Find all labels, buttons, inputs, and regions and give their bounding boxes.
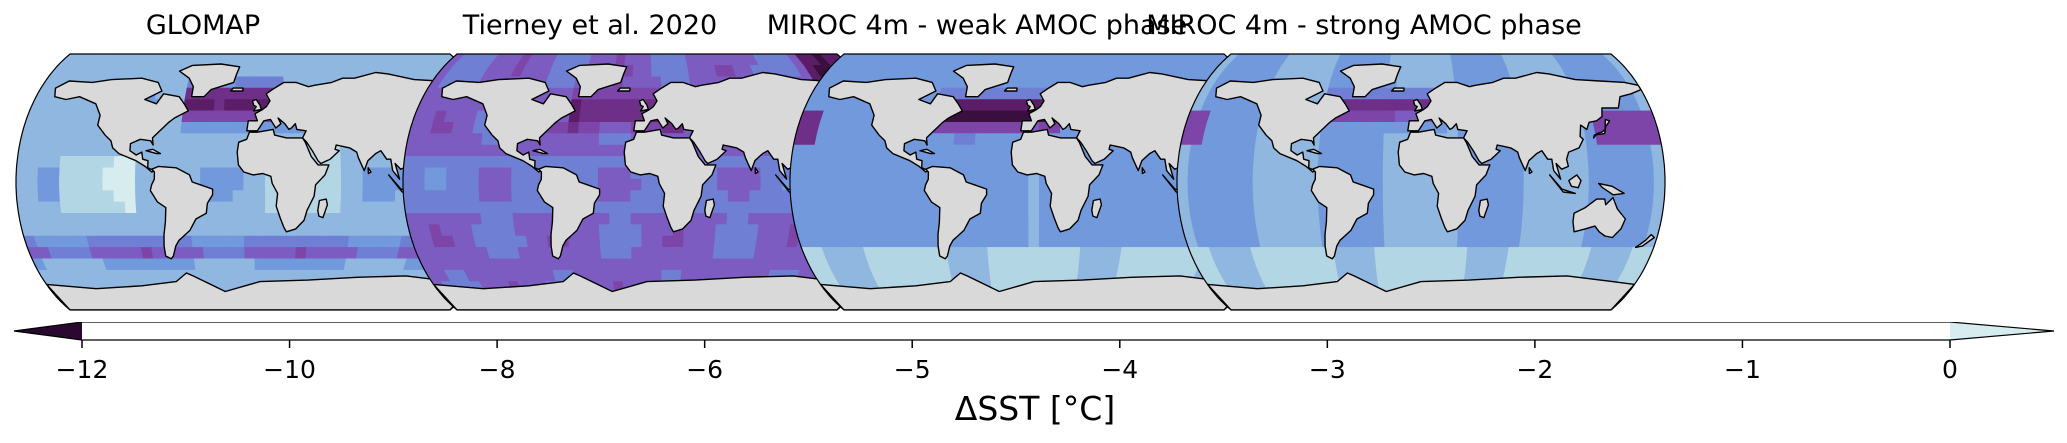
land-north-america xyxy=(1215,77,1350,173)
land-greenland xyxy=(565,63,628,98)
land-iceland xyxy=(616,87,631,92)
land-madagascar xyxy=(704,198,716,219)
map-border xyxy=(1176,53,1666,311)
land-uk xyxy=(638,98,649,112)
colorbar-outline xyxy=(13,322,2055,341)
colorbar-tick-label: −12 xyxy=(56,355,109,384)
land-uk xyxy=(1025,98,1036,112)
land-africa xyxy=(1397,128,1491,233)
land-europe-asia xyxy=(1407,71,1642,180)
land-africa xyxy=(1010,128,1104,233)
land-new-zealand xyxy=(1634,233,1655,249)
land-iceland xyxy=(1390,87,1405,92)
colorbar-tick-label: −8 xyxy=(479,355,516,384)
land-uk xyxy=(251,98,262,112)
land-cuba xyxy=(532,148,549,155)
land-cuba xyxy=(145,148,162,155)
panel-title-miroc-weak: MIROC 4m - weak AMOC phase xyxy=(766,10,1188,41)
land-south-america xyxy=(536,165,601,260)
colorbar-tick-label: −4 xyxy=(1101,355,1138,384)
land-north-america xyxy=(441,77,576,173)
land-greenland xyxy=(178,63,241,98)
panel-title-tierney: Tierney et al. 2020 xyxy=(462,10,718,41)
land-antarctica xyxy=(1206,272,1636,310)
land-madagascar xyxy=(317,198,329,219)
land-south-america xyxy=(1310,165,1375,260)
land-sri-lanka xyxy=(1141,167,1146,175)
land-africa xyxy=(623,128,717,233)
land-japan xyxy=(1592,118,1611,139)
land-south-america xyxy=(923,165,988,260)
land-sri-lanka xyxy=(1528,167,1533,175)
land-cuba xyxy=(1306,148,1323,155)
land-madagascar xyxy=(1091,198,1103,219)
land-south-america xyxy=(149,165,214,260)
land-greenland xyxy=(952,63,1015,98)
panel-title-glomap: GLOMAP xyxy=(145,10,261,41)
land-australia xyxy=(1572,196,1627,239)
colorbar-label: ΔSST [°C] xyxy=(955,389,1115,428)
land-sumatra-java xyxy=(1549,174,1576,195)
colorbar-tick-label: −3 xyxy=(1309,355,1346,384)
colorbar-tick-label: −1 xyxy=(1724,355,1761,384)
land-north-america xyxy=(828,77,963,173)
land-greenland xyxy=(1339,63,1402,98)
land-sri-lanka xyxy=(367,167,372,175)
colorbar-extend-max xyxy=(1950,322,2054,340)
land-africa xyxy=(236,128,330,233)
panel-title-miroc-strong: MIROC 4m - strong AMOC phase xyxy=(1146,10,1582,41)
land-new-guinea xyxy=(1597,182,1625,196)
land-iceland xyxy=(1003,87,1018,92)
land-sri-lanka xyxy=(754,167,759,175)
colorbar-tick-label: −10 xyxy=(263,355,316,384)
colorbar-tick-label: −6 xyxy=(686,355,723,384)
colorbar-extend-min xyxy=(14,322,82,340)
land-madagascar xyxy=(1478,198,1490,219)
land-north-america xyxy=(54,77,189,173)
map-miroc-strong xyxy=(1176,53,1666,311)
land-cuba xyxy=(919,148,936,155)
land-uk xyxy=(1412,98,1423,112)
land-masses xyxy=(1206,63,1655,310)
land-indonesia-borneo xyxy=(1568,174,1582,189)
colorbar-tick-label: 0 xyxy=(1942,355,1958,384)
land-iceland xyxy=(229,87,244,92)
colorbar-tick-label: −2 xyxy=(1516,355,1553,384)
colorbar-tick-label: −5 xyxy=(894,355,931,384)
